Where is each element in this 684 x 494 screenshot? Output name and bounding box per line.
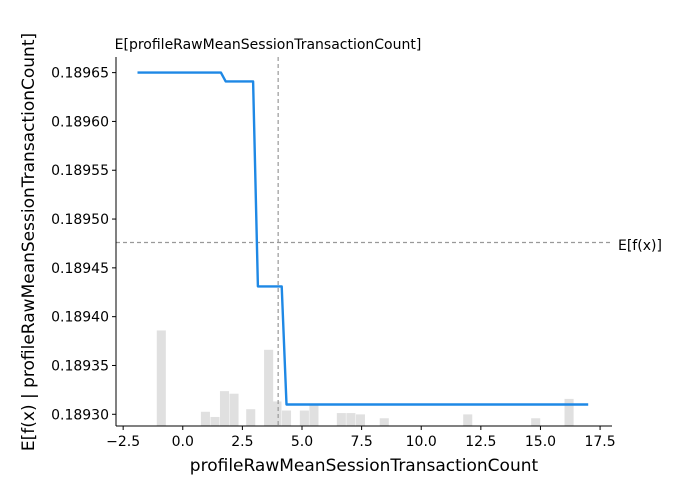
x-tick-label: 0.0 (172, 434, 194, 450)
x-tick-label: 12.5 (465, 434, 496, 450)
expected-feature-label: E[profileRawMeanSessionTransactionCount] (115, 37, 422, 53)
x-tick-label: 17.5 (584, 434, 615, 450)
histogram-bar-8 (281, 410, 292, 426)
y-tick-label: 0.18930 (51, 407, 109, 423)
x-tick-label: 7.5 (350, 434, 372, 450)
axes: −2.5 0.0 2.5 5.0 7.5 10.0 12.5 15.0 17.5 0.18930 0… (51, 57, 616, 450)
histogram (156, 330, 574, 426)
histogram-bar-2 (210, 416, 220, 426)
y-tick-label: 0.18950 (51, 212, 109, 228)
histogram-bar-0 (156, 330, 166, 426)
expected-output-label: E[f(x)] (618, 238, 662, 254)
y-tick-label: 0.18935 (51, 358, 109, 374)
histogram-bar-4 (229, 393, 239, 426)
y-tick-label: 0.18965 (51, 66, 109, 82)
x-tick-label: 5.0 (291, 434, 313, 450)
x-axis-label: profileRawMeanSessionTransactionCount (190, 456, 539, 476)
y-axis-label: E[f(x) | profileRawMeanSessionTransactio… (19, 33, 39, 451)
y-tick-label: 0.18945 (51, 261, 109, 277)
histogram-bar-14 (379, 418, 389, 426)
y-tick-label: 0.18940 (51, 310, 109, 326)
histogram-bar-7 (272, 401, 282, 426)
histogram-bar-10 (309, 404, 319, 426)
x-tick-label: 15.0 (525, 434, 556, 450)
histogram-bar-12 (346, 413, 356, 426)
histogram-bar-17 (564, 398, 574, 426)
x-tick-label: −2.5 (106, 434, 140, 450)
histogram-bar-1 (200, 411, 210, 426)
y-tick-label: 0.18960 (51, 114, 109, 130)
histogram-bar-15 (463, 414, 473, 426)
x-tick-label: 10.0 (406, 434, 437, 450)
histogram-bar-5 (246, 409, 256, 426)
histogram-bar-11 (336, 413, 346, 426)
dependence-line (137, 71, 589, 406)
histogram-bar-16 (531, 418, 541, 426)
histogram-bar-3 (219, 391, 230, 426)
histogram-bar-6 (264, 349, 274, 426)
series-line-0 (137, 71, 589, 406)
x-tick-label: 2.5 (231, 434, 253, 450)
histogram-bar-13 (355, 414, 365, 426)
y-tick-label: 0.18955 (51, 163, 109, 179)
reference-lines (116, 57, 612, 426)
histogram-bar-9 (299, 410, 309, 426)
